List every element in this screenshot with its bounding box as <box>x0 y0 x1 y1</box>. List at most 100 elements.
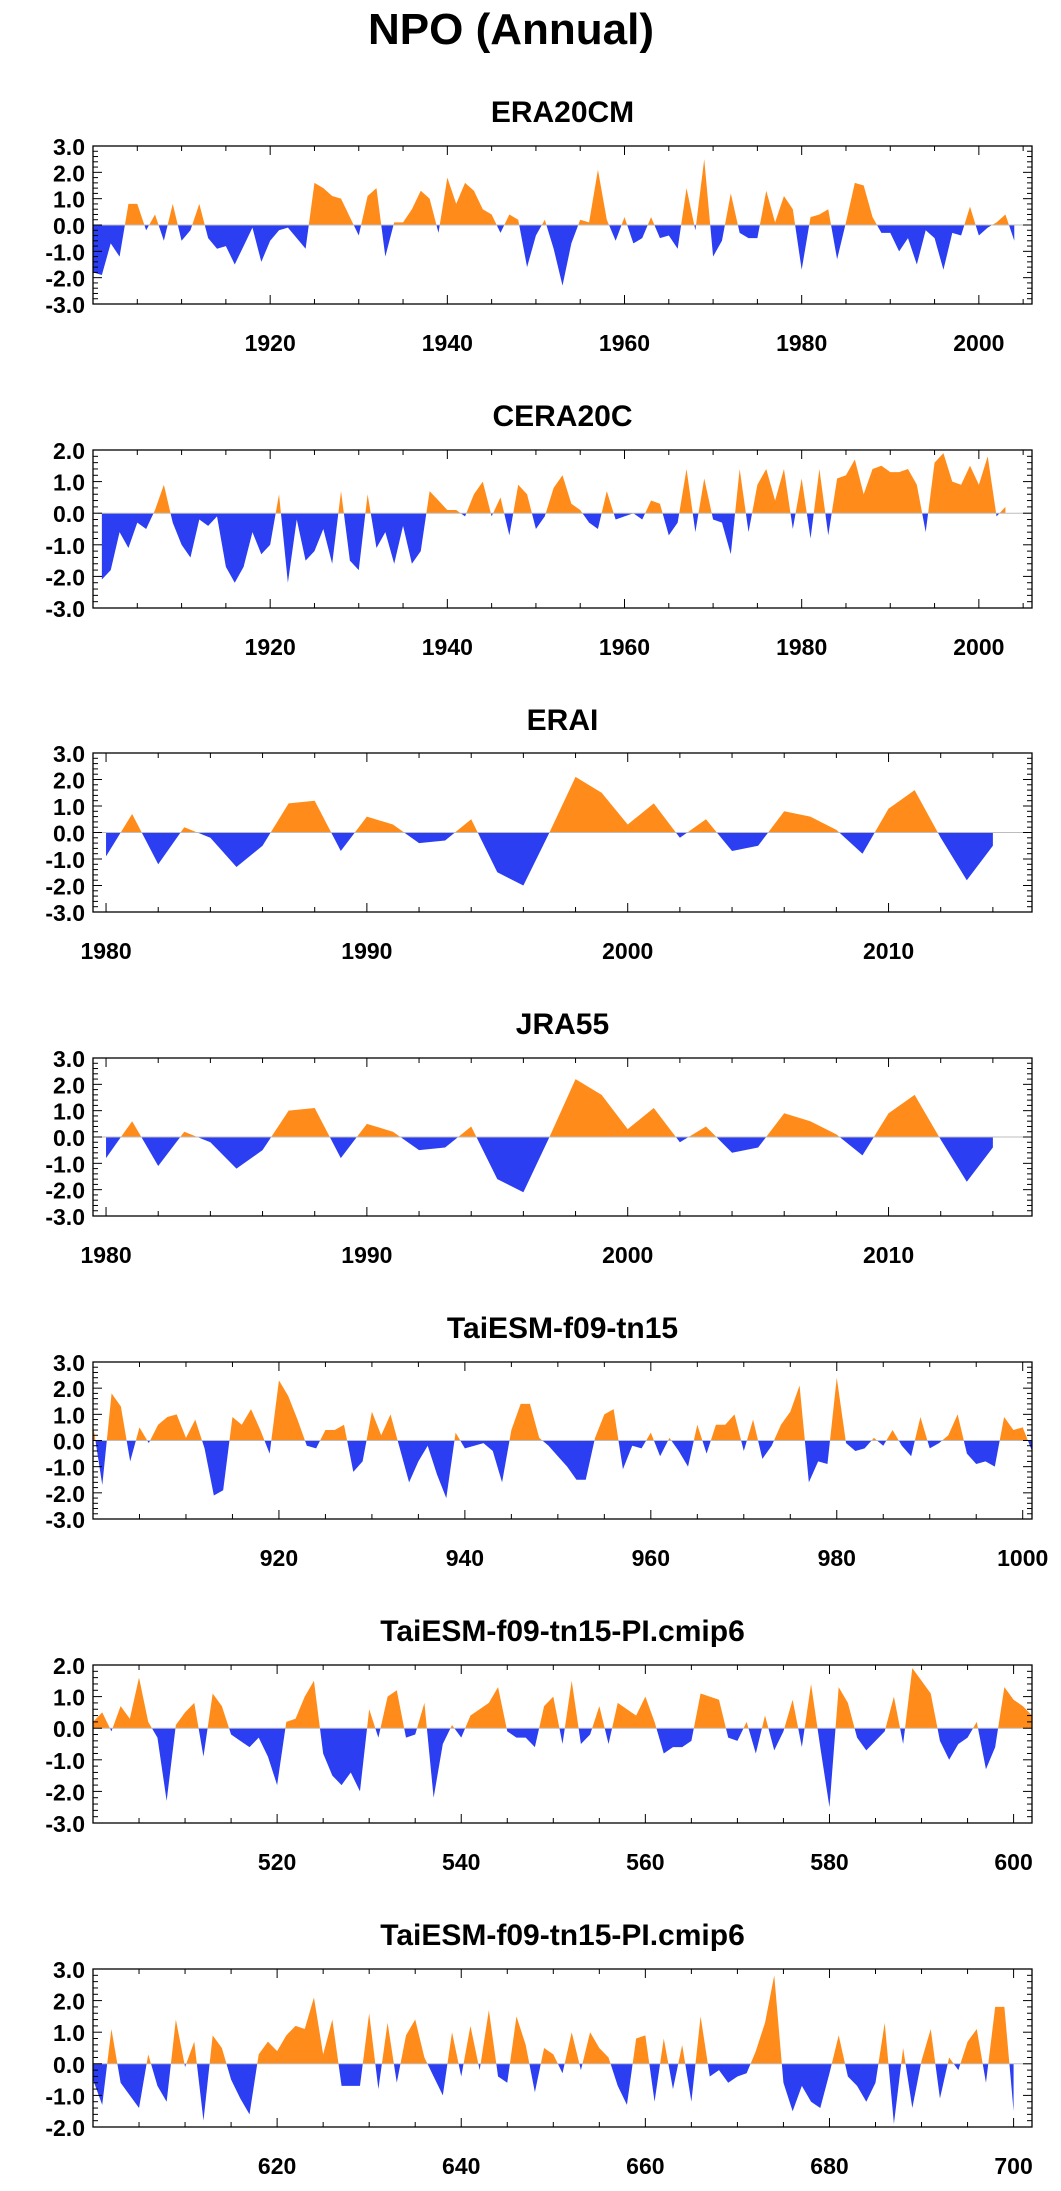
y-tick-label: 0.0 <box>53 213 85 239</box>
x-tick-label: 540 <box>442 1849 480 1875</box>
y-tick-label: 2.0 <box>53 1989 85 2015</box>
y-tick-label: -1.0 <box>45 533 85 559</box>
chart-panel-1: ERA20CM 3.02.01.00.0-1.0-2.0-3.0 1920 1940 1… <box>45 96 1033 356</box>
x-tick-label: 920 <box>260 1545 298 1571</box>
chart-title: CERA20C <box>492 400 632 433</box>
y-tick-label: -2.0 <box>45 564 85 590</box>
chart-panel-7: TaiESM-f09-tn15-PI.cmip6 3.0 2.0 1.0 0.0 -1.0… <box>45 1919 1032 2179</box>
plot-frame <box>92 449 1033 609</box>
y-tick-label: 3.0 <box>53 134 85 160</box>
y-tick-label: -3.0 <box>45 900 85 926</box>
y-tick-label: 2.0 <box>53 768 85 794</box>
series-area <box>101 453 1006 583</box>
y-tick-label: 1.0 <box>53 1685 85 1711</box>
y-tick-label: -1.0 <box>45 1455 85 1481</box>
x-tick-label: 2000 <box>953 634 1004 660</box>
y-tick-label: 1.0 <box>53 2020 85 2046</box>
chart-title: ERAI <box>527 704 599 737</box>
x-tick-label: 680 <box>810 2153 848 2179</box>
y-tick-label: -3.0 <box>45 596 85 622</box>
y-tick-label: 2.0 <box>53 1072 85 1098</box>
y-tick-label: 1.0 <box>53 1402 85 1428</box>
y-tick-label: 0.0 <box>53 1125 85 1151</box>
y-tick-label: -2.0 <box>45 2115 85 2141</box>
chart-panel-6: TaiESM-f09-tn15-PI.cmip6 2.0 1.0 0.0 -1.0 -2.… <box>45 1615 1033 1875</box>
x-tick-label: 1990 <box>341 938 392 964</box>
x-tick-label: 1980 <box>80 938 131 964</box>
x-tick-label: 980 <box>818 1545 856 1571</box>
x-tick-label: 580 <box>810 1849 848 1875</box>
x-tick-label: 940 <box>446 1545 484 1571</box>
y-tick-label: -1.0 <box>45 1151 85 1177</box>
chart-title: TaiESM-f09-tn15-PI.cmip6 <box>380 1615 745 1648</box>
y-tick-label: 1.0 <box>53 1099 85 1125</box>
x-tick-label: 1920 <box>245 330 296 356</box>
x-tick-label: 560 <box>626 1849 664 1875</box>
negative-anomaly-area <box>93 1440 1032 1499</box>
y-tick-label: 3.0 <box>53 1957 85 1983</box>
negative-anomaly-area <box>106 1137 993 1193</box>
figure-title: NPO (Annual) <box>368 5 654 54</box>
x-tick-label: 640 <box>442 2153 480 2179</box>
chart-panel-4: JRA55 3.02.01.00.0-1.0-2.0-3.0 1980 1990 200… <box>45 1008 1033 1268</box>
chart-title: ERA20CM <box>491 96 634 129</box>
y-tick-label: 2.0 <box>53 1376 85 1402</box>
negative-anomaly-area <box>93 225 1015 286</box>
chart-panel-2: CERA20C 2.0 1.0 0.0 -1.0 -2.0 -3.0 1920 1940 1960… <box>45 400 1033 660</box>
series-area <box>106 1079 993 1193</box>
x-tick-label: 620 <box>258 2153 296 2179</box>
y-tick-label: -3.0 <box>45 1204 85 1230</box>
x-tick-label: 1920 <box>245 634 296 660</box>
y-tick-label: 3.0 <box>53 1046 85 1072</box>
y-tick-label: 1.0 <box>53 794 85 820</box>
chart-title: TaiESM-f09-tn15 <box>447 1312 678 1345</box>
x-tick-label: 600 <box>994 1849 1032 1875</box>
x-tick-label: 1960 <box>599 634 650 660</box>
positive-anomaly-area <box>106 776 993 833</box>
x-tick-label: 700 <box>994 2153 1032 2179</box>
plot-frame <box>92 1968 1033 2128</box>
x-tick-label: 2000 <box>602 938 653 964</box>
chart-title: JRA55 <box>516 1008 609 1041</box>
chart-panel-3: ERAI 3.02.01.00.0-1.0-2.0-3.0 1980 1990 2000… <box>45 704 1033 964</box>
series-area <box>93 1377 1032 1499</box>
y-tick-label: 1.0 <box>53 187 85 213</box>
x-tick-label: 660 <box>626 2153 664 2179</box>
plot-frame <box>92 1664 1033 1824</box>
x-tick-label: 1940 <box>422 330 473 356</box>
series-area <box>93 1975 1014 2124</box>
positive-anomaly-area <box>93 159 1015 225</box>
positive-anomaly-area <box>93 1377 1032 1441</box>
y-tick-label: -3.0 <box>45 1811 85 1837</box>
y-tick-label: 0.0 <box>53 821 85 847</box>
positive-anomaly-area <box>101 453 1006 514</box>
negative-anomaly-area <box>106 832 993 886</box>
y-tick-label: 3.0 <box>53 1350 85 1376</box>
x-tick-label: 1980 <box>80 1242 131 1268</box>
chart-panel-5: TaiESM-f09-tn15 3.02.01.00.0-1.0-2.0-3.0 9… <box>45 1312 1048 1571</box>
y-tick-label: -1.0 <box>45 1748 85 1774</box>
y-tick-label: 2.0 <box>53 160 85 186</box>
y-tick-label: -2.0 <box>45 266 85 292</box>
y-tick-label: 0.0 <box>53 2052 85 2078</box>
y-tick-label: -2.0 <box>45 1481 85 1507</box>
x-tick-label: 2000 <box>953 330 1004 356</box>
x-tick-label: 1980 <box>776 330 827 356</box>
chart-title: TaiESM-f09-tn15-PI.cmip6 <box>380 1919 745 1952</box>
x-tick-label: 2000 <box>602 1242 653 1268</box>
x-tick-label: 2010 <box>863 1242 914 1268</box>
y-tick-label: 1.0 <box>53 470 85 496</box>
x-tick-label: 960 <box>632 1545 670 1571</box>
negative-anomaly-area <box>93 1728 1032 1808</box>
x-tick-label: 2010 <box>863 938 914 964</box>
y-tick-label: -2.0 <box>45 1178 85 1204</box>
y-tick-label: 2.0 <box>53 438 85 464</box>
y-tick-label: -1.0 <box>45 2083 85 2109</box>
y-tick-label: 3.0 <box>53 741 85 767</box>
x-tick-label: 1000 <box>997 1545 1048 1571</box>
y-tick-label: 0.0 <box>53 1716 85 1742</box>
x-tick-label: 520 <box>258 1849 296 1875</box>
y-tick-label: -3.0 <box>45 292 85 318</box>
positive-anomaly-area <box>93 1975 1014 2064</box>
